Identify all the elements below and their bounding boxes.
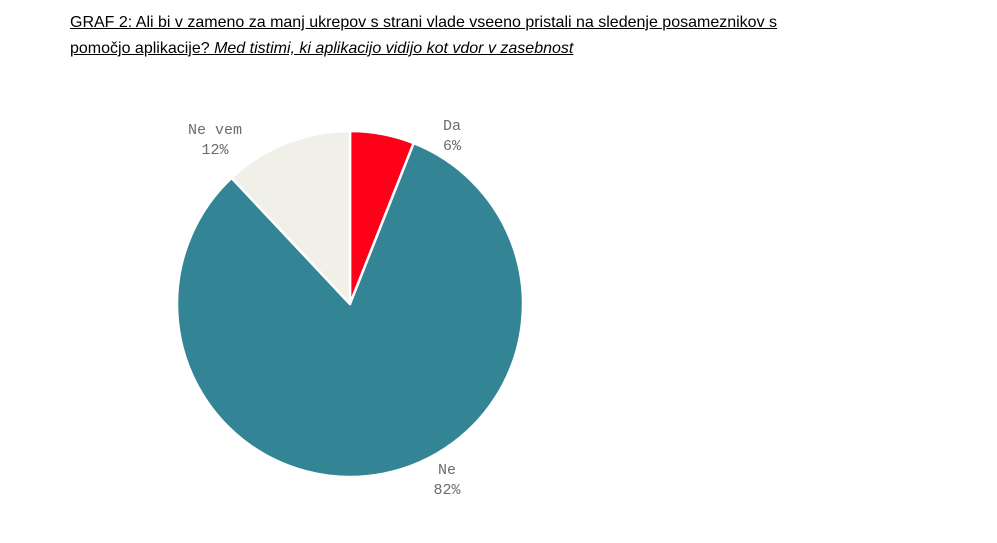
slice-value-ne: 82% — [433, 482, 461, 499]
chart-title-line-2-plain: pomočjo aplikacije? — [70, 40, 215, 57]
slice-label-ne: Ne — [438, 462, 456, 479]
pie-slice-ne-vem — [230, 129, 352, 306]
pie-slice-ne — [175, 141, 525, 479]
slice-label-da: Da — [443, 118, 461, 135]
chart-title-line-2-italic: Med tistimi, ki aplikacijo vidijo kot vd… — [214, 40, 574, 57]
slice-value-ne-vem: 12% — [201, 142, 229, 159]
chart-title-line-1: GRAF 2: Ali bi v zameno za manj ukrepov … — [70, 14, 778, 31]
slice-label-ne-vem: Ne vem — [188, 122, 242, 139]
slice-value-da: 6% — [443, 138, 462, 155]
chart-title-line-2: pomočjo aplikacije? Med tistimi, ki apli… — [70, 36, 930, 62]
chart-title: GRAF 2: Ali bi v zameno za manj ukrepov … — [70, 10, 930, 62]
